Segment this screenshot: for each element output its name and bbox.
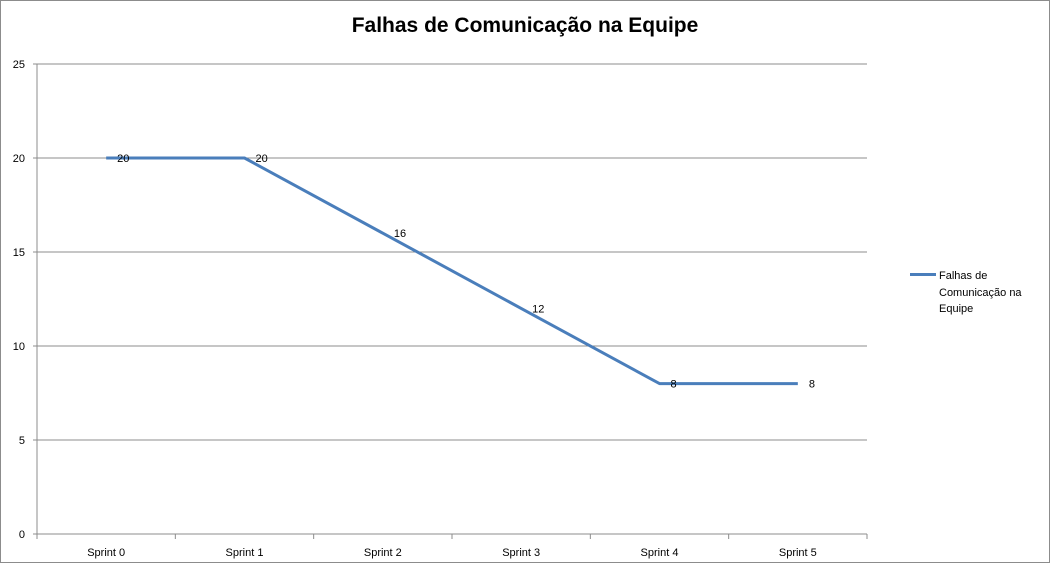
y-tick-label: 10 xyxy=(13,341,25,353)
x-tick-label: Sprint 2 xyxy=(364,547,402,559)
data-label: 8 xyxy=(671,379,677,391)
data-label: 20 xyxy=(256,153,268,165)
x-tick-label: Sprint 3 xyxy=(502,547,540,559)
chart-title: Falhas de Comunicação na Equipe xyxy=(351,14,699,37)
data-label: 20 xyxy=(117,153,129,165)
y-tick-label: 0 xyxy=(19,529,25,541)
y-tick-label: 15 xyxy=(13,247,25,259)
data-label: 8 xyxy=(809,379,815,391)
series-line xyxy=(106,156,798,386)
legend-label: Falhas de Comunicação na Equipe xyxy=(939,270,1022,315)
y-tick-label: 5 xyxy=(19,435,25,447)
legend-swatch xyxy=(910,273,936,276)
data-label: 16 xyxy=(394,228,406,240)
x-tick-label: Sprint 5 xyxy=(779,547,817,559)
x-tick-label: Sprint 4 xyxy=(641,547,679,559)
x-tick-label: Sprint 0 xyxy=(87,547,125,559)
y-tick-label: 20 xyxy=(13,153,25,165)
x-tick-label: Sprint 1 xyxy=(226,547,264,559)
y-tick-label: 25 xyxy=(13,59,25,71)
data-label: 12 xyxy=(532,303,544,315)
